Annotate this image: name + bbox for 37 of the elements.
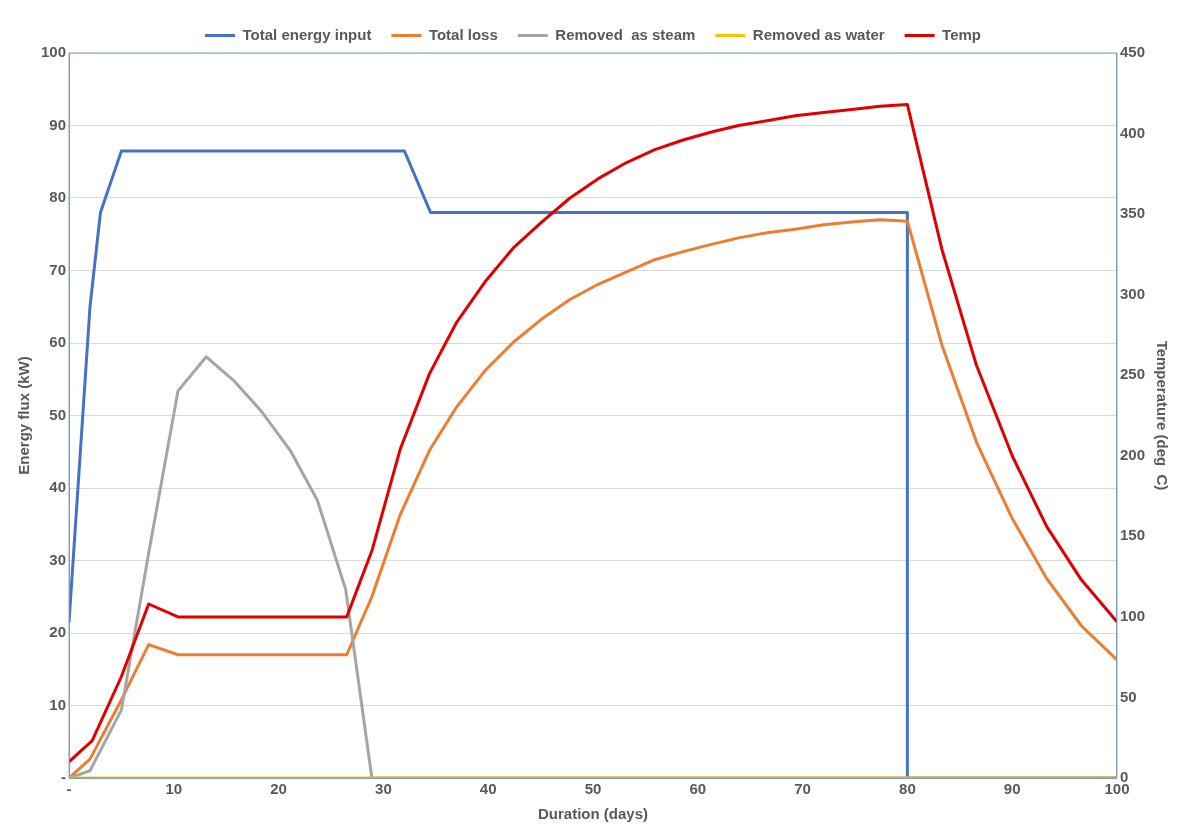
y-tick-label: 30	[49, 550, 67, 568]
y2-tick-label: 150	[1119, 526, 1145, 544]
x-tick-label: 50	[584, 780, 602, 798]
x-axis-title: Duration (days)	[537, 805, 649, 823]
legend-label: Removed as steam	[555, 25, 696, 43]
y2-tick-label: 450	[1119, 43, 1145, 61]
y-tick-label: 50	[49, 405, 67, 423]
y2-tick-label: 200	[1119, 445, 1145, 463]
y-tick-label: 100	[41, 43, 67, 61]
y-tick-label: 10	[49, 695, 67, 713]
x-tick-label: 70	[794, 780, 811, 798]
legend-label: Removed as water	[752, 25, 885, 43]
x-tick-label: 30	[375, 780, 392, 798]
y-tick-label: 40	[49, 478, 67, 496]
y-tick-label: 90	[49, 115, 67, 133]
y-tick-label: -	[61, 768, 67, 786]
y2-tick-label: 50	[1119, 687, 1137, 705]
y2-tick-label: 300	[1119, 284, 1145, 302]
x-tick-label: 40	[479, 780, 497, 798]
x-tick-label: 60	[689, 780, 707, 798]
y2-tick-label: 350	[1119, 204, 1145, 222]
y2-tick-label: 100	[1119, 607, 1145, 625]
x-tick-label: 90	[1003, 780, 1021, 798]
x-tick-label: 80	[899, 780, 916, 798]
y2-tick-label: 250	[1119, 365, 1145, 383]
legend-label: Total loss	[428, 25, 498, 43]
x-tick-label: 20	[270, 780, 287, 798]
y-axis-title: Energy flux (kW)	[15, 356, 33, 475]
y2-tick-label: 400	[1119, 123, 1145, 141]
x-tick-label: 10	[165, 780, 183, 798]
y-tick-label: 80	[49, 188, 67, 206]
legend-label: Total energy input	[242, 25, 372, 43]
y2-axis-title: Temperature (deg C)	[1153, 340, 1171, 491]
legend-label: Temp	[942, 25, 981, 43]
y-tick-label: 20	[49, 623, 67, 641]
y-tick-label: 60	[49, 333, 67, 351]
y-tick-label: 70	[49, 260, 67, 278]
